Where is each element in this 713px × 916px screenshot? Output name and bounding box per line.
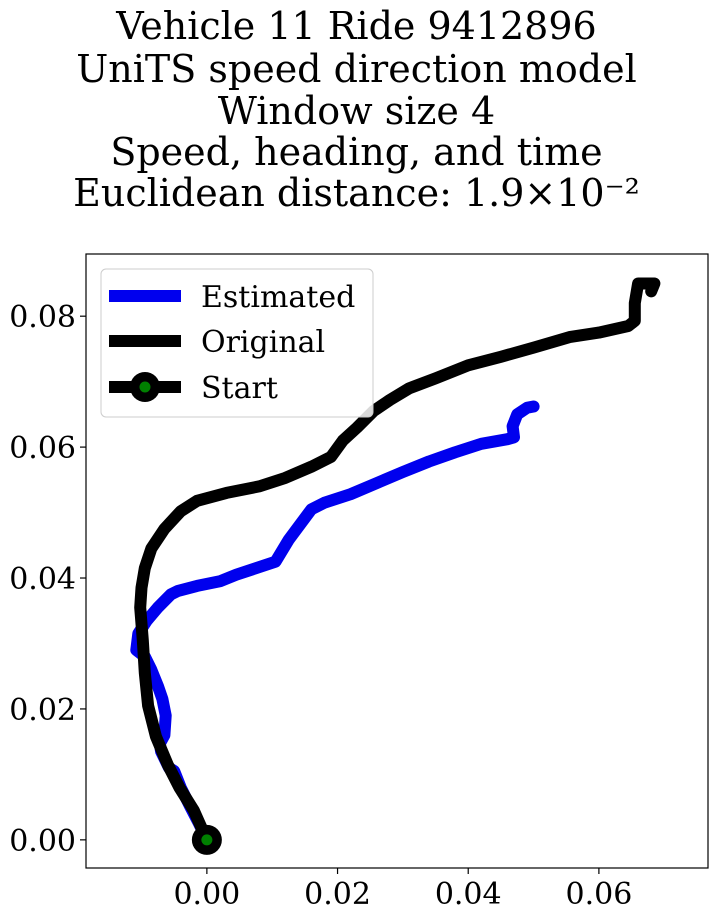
chart-title-line-2: UniTS speed direction model (76, 47, 637, 91)
x-tick-label: 0.00 (173, 877, 240, 912)
y-tick-label: 0.00 (9, 824, 76, 859)
y-tick-label: 0.08 (9, 300, 76, 335)
series-line-original (134, 277, 661, 846)
y-tick-label: 0.02 (9, 693, 76, 728)
series-line-estimated (130, 400, 540, 846)
legend-label-start: Start (201, 371, 278, 406)
legend-start-marker-center (139, 381, 151, 393)
chart-title-line-4: Speed, heading, and time (110, 130, 603, 174)
chart-title-line-5: Euclidean distance: 1.9×10⁻² (73, 171, 640, 215)
start-marker-center (201, 834, 213, 846)
x-tick-label: 0.06 (565, 877, 632, 912)
legend-label-estimated: Estimated (201, 280, 355, 315)
x-tick-label: 0.02 (304, 877, 371, 912)
y-tick-label: 0.04 (9, 562, 76, 597)
legend-label-original: Original (201, 325, 325, 360)
legend: Estimated Original Start (100, 268, 374, 418)
x-tick-label: 0.04 (435, 877, 502, 912)
legend-box (100, 268, 374, 418)
axis-layer: 0.00 0.02 0.04 0.06 0.00 0.02 0.04 0.06 0.08 (9, 300, 632, 912)
chart-title-line-3: Window size 4 (217, 89, 496, 133)
chart-title-line-1: Vehicle 11 Ride 9412896 (116, 4, 597, 48)
y-tick-label: 0.06 (9, 431, 76, 466)
plot-frame (85, 253, 709, 869)
series-layer (130, 277, 661, 855)
